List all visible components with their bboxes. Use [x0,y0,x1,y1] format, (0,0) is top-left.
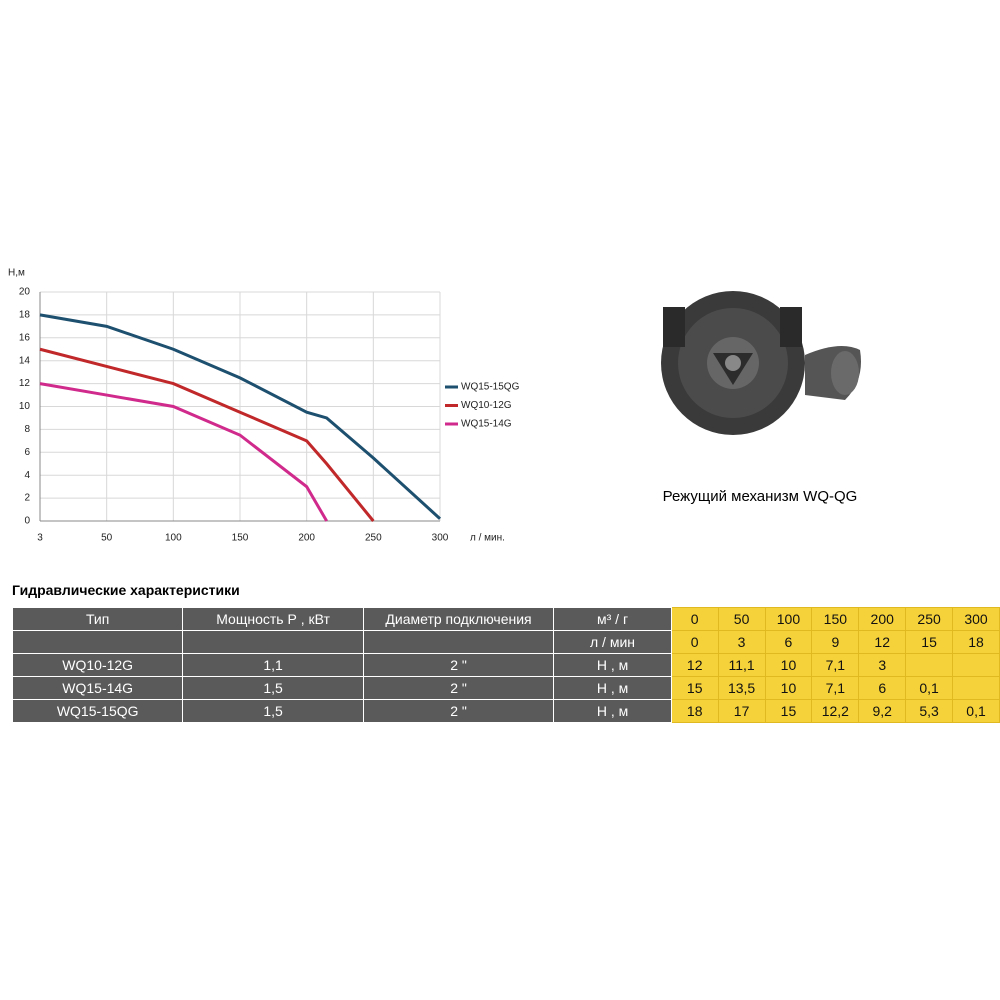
y-tick-label: 20 [19,287,31,298]
series-line [39,313,442,520]
y-tick-label: 12 [19,378,31,389]
table-cell: 10 [764,676,813,700]
table-cell [952,653,1000,677]
table-cell: Н , м [553,653,672,677]
table-cell: 2 " [362,653,555,677]
x-tick-label: 300 [432,533,449,544]
table-cell [362,630,555,654]
table-cell: 50 [717,607,766,631]
table-cell: м³ / г [553,607,672,631]
table-cell [11,630,184,654]
table-cell [905,653,954,677]
table-row: WQ10-12G 1,1 2 " Н , м 12 11,1 10 7,1 3 [11,653,1000,677]
table-cell: 12 [858,630,907,654]
table-cell: 7,1 [811,653,860,677]
table-row: WQ15-14G 1,5 2 " Н , м 15 13,5 10 7,1 6 0,1 [11,676,1000,700]
x-tick-label: 100 [165,533,182,544]
table-cell: Н , м [553,676,672,700]
photo-caption: Режущий механизм WQ-QG [662,488,858,505]
y-tick-label: 10 [19,401,31,412]
table-cell [182,630,364,654]
table-title: Гидравлические характеристики [12,582,240,598]
table-cell: 100 [764,607,813,631]
table-cell: Тип [11,607,184,631]
table-cell: 5,3 [905,699,954,723]
y-tick-label: 2 [24,493,30,504]
table-cell: 250 [905,607,954,631]
table-cell: 1,5 [182,676,364,700]
table-cell: 9,2 [858,699,907,723]
x-tick-label: 3 [37,533,43,544]
y-tick-label: 14 [19,355,31,366]
table-cell: 0 [670,607,719,631]
table-cell: 3 [717,630,766,654]
chart: H,м л / мин. 0 2 4 6 8 10 12 14 16 18 20 3 50 100 150 2… [8,268,520,544]
table-cell: 12 [670,653,719,677]
table-cell: Мощность Р , кВт [182,607,364,631]
table-row: л / мин 0 3 6 9 12 15 18 [11,630,1000,654]
x-tick-label: 50 [101,533,113,544]
table-cell: 17 [717,699,766,723]
table-cell: 300 [952,607,1000,631]
table-cell: WQ15-14G [11,676,184,700]
table-cell: 9 [811,630,860,654]
series-line [39,382,328,522]
table-cell: 6 [858,676,907,700]
table-cell: 0,1 [952,699,1000,723]
series-line [39,347,375,522]
y-axis-label: H,м [8,268,25,279]
table-cell: 0,1 [905,676,954,700]
table-cell: 2 " [362,676,555,700]
x-tick-label: 200 [298,533,315,544]
table-cell: 2 " [362,699,555,723]
table: Тип Мощность Р , кВт Диаметр подключения м³… [11,607,1000,723]
y-tick-label: 18 [19,310,31,321]
y-tick-label: 0 [24,516,30,527]
table-cell: 1,1 [182,653,364,677]
x-tick-label: 250 [365,533,382,544]
table-cell: 11,1 [717,653,766,677]
table-cell: 15 [905,630,954,654]
table-cell: 10 [764,653,813,677]
table-cell: 1,5 [182,699,364,723]
table-cell: 15 [764,699,813,723]
table-cell: 0 [670,630,719,654]
table-cell: 18 [952,630,1000,654]
table-row: Тип Мощность Р , кВт Диаметр подключения м³… [11,607,1000,631]
table-cell: Диаметр подключения [362,607,555,631]
x-tick-label: 150 [232,533,249,544]
y-tick-label: 4 [24,470,30,481]
y-tick-label: 16 [19,332,31,343]
table-cell: 200 [858,607,907,631]
table-cell: 12,2 [811,699,860,723]
y-tick-label: 6 [24,447,30,458]
table-cell: 150 [811,607,860,631]
legend-label: WQ15-14G [461,419,512,430]
table-cell: 18 [670,699,719,723]
x-axis-label: л / мин. [470,533,505,544]
table-cell: 3 [858,653,907,677]
table-cell: 13,5 [717,676,766,700]
table-cell: Н , м [553,699,672,723]
table-cell: 6 [764,630,813,654]
table-cell [952,676,1000,700]
table-cell: 7,1 [811,676,860,700]
table-cell: WQ10-12G [11,653,184,677]
pump-photo [661,291,861,435]
legend-label: WQ10-12G [461,400,512,411]
table-cell: WQ15-15QG [11,699,184,723]
legend-label: WQ15-15QG [461,382,520,393]
y-tick-label: 8 [24,424,30,435]
table-cell: л / мин [553,630,672,654]
table-row: WQ15-15QG 1,5 2 " Н , м 18 17 15 12,2 9,2 5,3 0,1 [11,699,1000,723]
table-cell: 15 [670,676,719,700]
